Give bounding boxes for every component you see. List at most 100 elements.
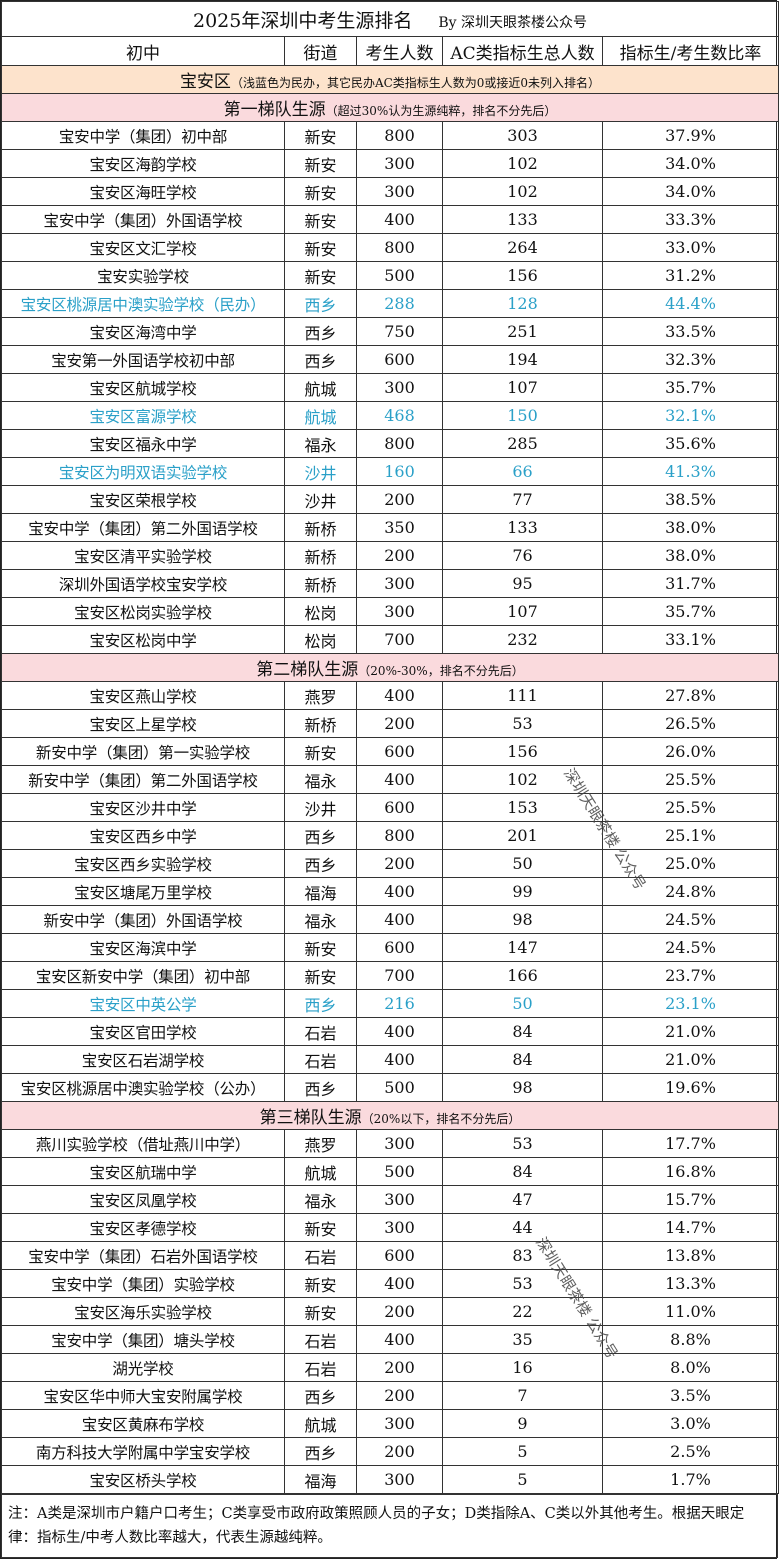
ratio-cell: 8.0% xyxy=(601,1353,779,1382)
street-cell: 福永 xyxy=(284,1185,357,1214)
school-cell: 宝安中学（集团）实验学校 xyxy=(1,1269,285,1298)
street-cell: 石岩 xyxy=(284,1045,357,1074)
school-cell: 宝安区西乡中学 xyxy=(1,821,285,850)
count-cell: 300 xyxy=(356,149,443,178)
tier-header-row: 第一梯队生源（超过30%认为生源纯粹，排名不分先后） xyxy=(0,93,779,122)
ac-count-cell: 153 xyxy=(442,793,603,822)
area-note: （浅蓝色为民办，其它民办AC类指标生人数为0或接近0未列入排名） xyxy=(230,76,601,90)
ratio-cell: 24.5% xyxy=(601,933,779,962)
count-cell: 350 xyxy=(356,513,443,542)
street-cell: 松岗 xyxy=(284,597,357,626)
street-cell: 新安 xyxy=(284,1269,357,1298)
table-row: 宝安区航城学校 航城 300 107 35.7% xyxy=(1,373,779,402)
school-cell: 宝安区西乡实验学校 xyxy=(1,849,285,878)
count-cell: 300 xyxy=(356,1409,443,1438)
street-cell: 西乡 xyxy=(284,289,357,318)
table-row: 宝安中学（集团）第二外国语学校 新桥 350 133 38.0% xyxy=(1,513,779,542)
ac-count-cell: 7 xyxy=(442,1381,603,1410)
ac-count-cell: 232 xyxy=(442,625,603,654)
school-cell: 宝安中学（集团）塘头学校 xyxy=(1,1325,285,1354)
table-row: 宝安区石岩湖学校 石岩 400 84 21.0% xyxy=(1,1045,779,1074)
ratio-cell: 31.2% xyxy=(601,261,779,290)
school-cell: 宝安实验学校 xyxy=(1,261,285,290)
school-cell: 燕川实验学校（借址燕川中学） xyxy=(1,1129,285,1158)
footer: 注：A类是深圳市户籍户口考生；C类享受市政府政策照顾人员的子女；D类指除A、C类… xyxy=(1,1494,778,1558)
school-cell: 新安中学（集团）第一实验学校 xyxy=(1,737,285,766)
ac-count-cell: 194 xyxy=(442,345,603,374)
ac-count-cell: 303 xyxy=(442,121,603,150)
ratio-cell: 23.7% xyxy=(601,961,779,990)
street-cell: 松岗 xyxy=(284,625,357,654)
ac-count-cell: 84 xyxy=(442,1045,603,1074)
ratio-cell: 32.3% xyxy=(601,345,779,374)
ac-count-cell: 107 xyxy=(442,597,603,626)
count-cell: 600 xyxy=(356,345,443,374)
street-cell: 福永 xyxy=(284,429,357,458)
ratio-cell: 1.7% xyxy=(601,1465,779,1494)
ratio-cell: 24.8% xyxy=(601,877,779,906)
ratio-cell: 35.7% xyxy=(601,597,779,626)
ac-count-cell: 35 xyxy=(442,1325,603,1354)
ratio-cell: 38.5% xyxy=(601,485,779,514)
header-row: 初中 街道 考生人数 AC类指标生总人数 指标生/考生数比率 xyxy=(1,36,779,66)
school-cell: 宝安区荣根学校 xyxy=(1,485,285,514)
table-row: 宝安实验学校 新安 500 156 31.2% xyxy=(1,261,779,290)
table-row: 宝安区桥头学校 福海 300 5 1.7% xyxy=(1,1465,779,1494)
street-cell: 石岩 xyxy=(284,1241,357,1270)
school-cell: 宝安区燕山学校 xyxy=(1,681,285,710)
ratio-cell: 35.6% xyxy=(601,429,779,458)
ac-count-cell: 95 xyxy=(442,569,603,598)
count-cell: 468 xyxy=(356,401,443,430)
table-row: 宝安中学（集团）初中部 新安 800 303 37.9% xyxy=(1,121,779,150)
ranking-table: 2025年深圳中考生源排名 By 深圳天眼茶楼公众号 初中 街道 考生人数 AC类… xyxy=(0,1,779,1494)
school-cell: 宝安区新安中学（集团）初中部 xyxy=(1,961,285,990)
table-row: 新安中学（集团）第二外国语学校 福永 400 102 25.5% xyxy=(1,765,779,794)
school-cell: 宝安区海韵学校 xyxy=(1,149,285,178)
ac-count-cell: 156 xyxy=(442,737,603,766)
school-cell: 宝安区福永中学 xyxy=(1,429,285,458)
ratio-cell: 17.7% xyxy=(601,1129,779,1158)
school-cell: 宝安区航瑞中学 xyxy=(1,1157,285,1186)
street-cell: 新安 xyxy=(284,737,357,766)
area-name: 宝安区 xyxy=(179,72,231,92)
ac-count-cell: 98 xyxy=(442,905,603,934)
count-cell: 400 xyxy=(356,765,443,794)
ratio-cell: 34.0% xyxy=(601,177,779,206)
count-cell: 200 xyxy=(356,541,443,570)
table-row: 宝安区华中师大宝安附属学校 西乡 200 7 3.5% xyxy=(1,1381,779,1410)
ac-count-cell: 102 xyxy=(442,765,603,794)
ratio-cell: 14.7% xyxy=(601,1213,779,1242)
ratio-cell: 33.5% xyxy=(601,317,779,346)
ac-count-cell: 150 xyxy=(442,401,603,430)
table-row: 新安中学（集团）外国语学校 福永 400 98 24.5% xyxy=(1,905,779,934)
street-cell: 航城 xyxy=(284,373,357,402)
ratio-cell: 24.5% xyxy=(601,905,779,934)
street-cell: 燕罗 xyxy=(284,1129,357,1158)
ac-count-cell: 50 xyxy=(442,849,603,878)
ac-count-cell: 99 xyxy=(442,877,603,906)
table-row: 宝安区孝德学校 新安 300 44 14.7% xyxy=(1,1213,779,1242)
table-row: 宝安区富源学校 航城 468 150 32.1% xyxy=(1,401,779,430)
ac-count-cell: 77 xyxy=(442,485,603,514)
ac-count-cell: 16 xyxy=(442,1353,603,1382)
ac-count-cell: 84 xyxy=(442,1157,603,1186)
ac-count-cell: 98 xyxy=(442,1073,603,1102)
school-cell: 宝安中学（集团）石岩外国语学校 xyxy=(1,1241,285,1270)
table-row: 宝安区桃源居中澳实验学校（民办） 西乡 288 128 44.4% xyxy=(1,289,779,318)
count-cell: 700 xyxy=(356,625,443,654)
table-row: 宝安区桃源居中澳实验学校（公办） 西乡 500 98 19.6% xyxy=(1,1073,779,1102)
ratio-cell: 16.8% xyxy=(601,1157,779,1186)
table-row: 南方科技大学附属中学宝安学校 西乡 200 5 2.5% xyxy=(1,1437,779,1466)
school-cell: 宝安第一外国语学校初中部 xyxy=(1,345,285,374)
tier-title: 第二梯队生源 xyxy=(256,660,359,680)
school-cell: 新安中学（集团）第二外国语学校 xyxy=(1,765,285,794)
count-cell: 400 xyxy=(356,205,443,234)
street-cell: 新安 xyxy=(284,933,357,962)
table-row: 宝安区福永中学 福永 800 285 35.6% xyxy=(1,429,779,458)
table-row: 宝安中学（集团）外国语学校 新安 400 133 33.3% xyxy=(1,205,779,234)
table-row: 宝安区松岗实验学校 松岗 300 107 35.7% xyxy=(1,597,779,626)
table-row: 宝安区新安中学（集团）初中部 新安 700 166 23.7% xyxy=(1,961,779,990)
ac-count-cell: 47 xyxy=(442,1185,603,1214)
ac-count-cell: 50 xyxy=(442,989,603,1018)
